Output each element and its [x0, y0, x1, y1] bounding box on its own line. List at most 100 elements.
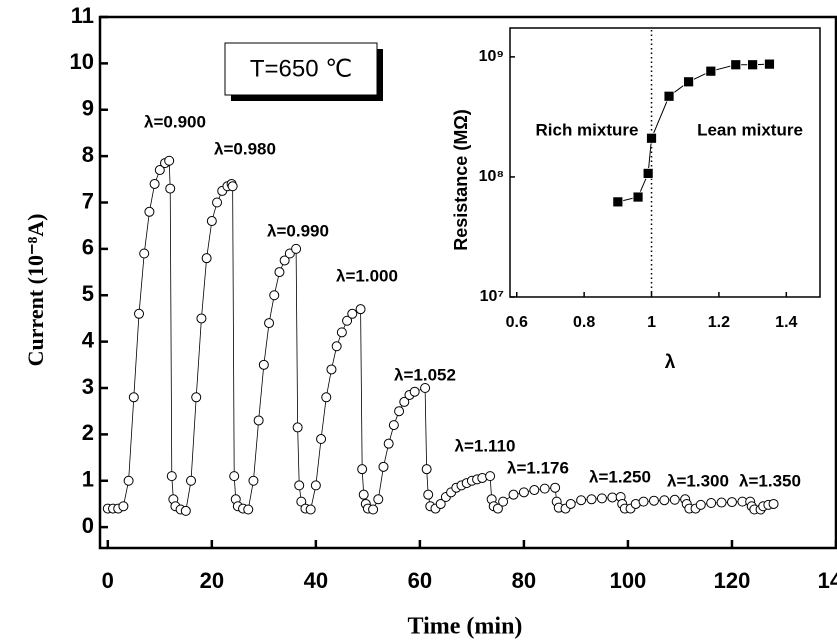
lambda-label: λ=1.110 [455, 436, 516, 455]
data-point [485, 471, 496, 482]
data-point [164, 155, 175, 166]
data-point [253, 415, 264, 426]
data-point [683, 76, 694, 88]
lambda-label: λ=1.250 [589, 467, 651, 486]
plot-frame [509, 27, 821, 298]
data-point [632, 191, 644, 203]
x-tick-label: 60 [408, 568, 432, 593]
label-box [224, 42, 378, 96]
lambda-label: λ=0.980 [214, 139, 276, 158]
data-point [518, 487, 529, 498]
data-point [166, 471, 177, 482]
x-tick-label: 0.8 [573, 314, 595, 331]
data-point [586, 494, 597, 505]
y-axis-title: Resistance (MΩ) [451, 109, 471, 250]
temperature-label: T=650 ℃ [250, 55, 352, 82]
y-tick-label: 0 [82, 513, 94, 538]
data-point [180, 505, 191, 516]
data-point [258, 359, 269, 370]
x-tick-label: 100 [610, 568, 647, 593]
y-tick-label: 5 [82, 281, 94, 306]
data-point [529, 485, 540, 496]
data-point [191, 392, 202, 403]
data-point [326, 364, 337, 375]
y-tick-label: 7 [82, 188, 94, 213]
y-tick-label: 6 [82, 235, 94, 260]
data-point [269, 290, 280, 301]
data-point [706, 498, 717, 509]
data-point [399, 396, 410, 407]
data-point [357, 464, 368, 475]
y-tick-label: 10⁹ [479, 48, 504, 65]
x-axis-title: Time (min) [408, 614, 523, 640]
y-tick-label: 1 [82, 467, 94, 492]
y-tick-label: 8 [82, 142, 94, 167]
y-tick-label: 11 [71, 3, 94, 28]
data-point [292, 422, 303, 433]
data-point [659, 495, 670, 506]
y-tick-label: 10 [70, 49, 94, 74]
data-point [149, 178, 160, 189]
x-tick-label: 0.6 [506, 314, 528, 331]
data-point [154, 165, 165, 176]
data-point [508, 489, 519, 500]
x-tick-label: 1.4 [775, 314, 797, 331]
data-point [358, 489, 369, 500]
data-point [669, 494, 680, 505]
data-point [730, 59, 742, 71]
data-point [165, 183, 176, 194]
data-point [123, 475, 134, 486]
data-point [342, 315, 353, 326]
data-point [212, 197, 223, 208]
x-tick-label: 80 [512, 568, 536, 593]
data-point [607, 492, 618, 503]
data-point [576, 495, 587, 506]
data-point [726, 497, 737, 508]
x-tick-label: 1 [647, 314, 656, 331]
data-point [565, 498, 576, 509]
data-point [118, 501, 129, 512]
data-point [206, 216, 217, 227]
data-point [768, 498, 779, 509]
data-point [498, 496, 509, 507]
data-line [617, 63, 770, 203]
data-point [716, 497, 727, 508]
data-point [305, 504, 316, 515]
lambda-label: λ=1.052 [394, 365, 456, 384]
region-label: Lean mixture [697, 120, 803, 139]
y-axis-title: Current (10⁻⁸A) [23, 214, 48, 367]
y-tick-label: 2 [82, 420, 94, 445]
lambda-label: λ=0.990 [267, 221, 329, 240]
data-point [421, 464, 432, 475]
data-point [638, 496, 649, 507]
data-point [747, 59, 759, 71]
data-point [243, 504, 254, 515]
data-point [368, 504, 379, 515]
data-point [139, 248, 150, 259]
data-point [316, 434, 327, 445]
y-tick-label: 3 [82, 374, 94, 399]
data-point [144, 206, 155, 217]
plot-frame [98, 15, 837, 550]
data-point [388, 420, 399, 431]
lambda-label: λ=1.176 [507, 458, 569, 477]
data-point [642, 168, 654, 179]
region-label: Rich mixture [536, 120, 639, 139]
x-tick-label: 120 [714, 568, 751, 593]
data-point [336, 327, 347, 338]
data-point [705, 65, 717, 77]
x-tick-label: 20 [200, 568, 224, 593]
x-axis-title: λ [665, 352, 676, 373]
y-tick-label: 10⁸ [479, 168, 504, 185]
inset-background [510, 28, 820, 297]
data-point [264, 318, 275, 329]
data-point [435, 498, 446, 509]
data-point [134, 308, 145, 319]
x-tick-label: 1.2 [708, 314, 730, 331]
data-point [227, 181, 238, 192]
data-point [373, 494, 384, 505]
y-tick-label: 9 [82, 96, 94, 121]
data-point [492, 503, 503, 514]
data-point [663, 90, 675, 102]
data-point [394, 406, 405, 417]
